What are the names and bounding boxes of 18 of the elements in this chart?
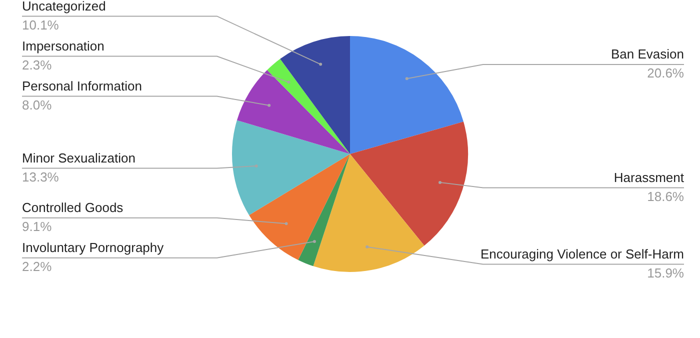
data-label: 15.9% (647, 265, 684, 280)
data-label: 18.6% (647, 188, 684, 204)
slice-label: Impersonation (22, 38, 104, 54)
data-label: 13.3% (22, 169, 60, 184)
data-label: 9.1% (22, 218, 52, 234)
slice-label: Minor Sexualization (22, 150, 136, 166)
data-label: 2.2% (22, 258, 52, 274)
slice-label: Uncategorized (22, 0, 106, 14)
data-label: 2.3% (22, 57, 52, 72)
slice-label: Encouraging Violence or Self-Harm (480, 246, 684, 262)
slice-label: Involuntary Pornography (22, 240, 164, 255)
data-label: 20.6% (647, 66, 684, 81)
slice-label: Controlled Goods (22, 200, 124, 215)
slice-label: Ban Evasion (611, 46, 684, 62)
slice-label: Harassment (614, 170, 684, 185)
slice-label: Personal Information (22, 78, 142, 94)
data-label: 10.1% (22, 17, 60, 32)
data-label: 8.0% (22, 97, 52, 112)
